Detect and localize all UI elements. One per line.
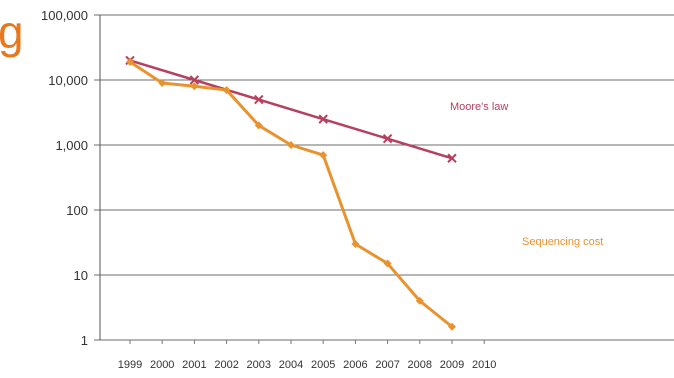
data-point-sequencing-cost	[448, 322, 456, 331]
data-point-moore-s-law	[447, 153, 457, 163]
series-line-moore-s-law	[129, 59, 453, 160]
y-tick-labels: 1 10 100 1,000 10,000 100,000	[41, 8, 88, 348]
x-tick-label: 2002	[214, 359, 238, 371]
x-tick-label: 2005	[311, 359, 335, 371]
series-label-sequencing-cost: Sequencing cost	[522, 236, 603, 248]
clipped-title: g	[0, 6, 24, 58]
data-point-sequencing-cost	[319, 151, 328, 160]
x-tick-label: 2003	[247, 359, 271, 371]
y-tick-label: 10	[74, 268, 88, 283]
x-tick-label: 2009	[440, 359, 464, 371]
x-tick-label: 2004	[279, 359, 303, 371]
data-point-sequencing-cost	[190, 82, 199, 91]
x-tick-label: 1999	[118, 359, 142, 371]
series-line-sequencing-cost	[129, 60, 453, 328]
data-point-sequencing-cost	[126, 57, 134, 66]
data-point-moore-s-law	[189, 75, 200, 85]
series-group	[125, 55, 457, 331]
data-point-sequencing-cost	[254, 121, 263, 130]
data-point-sequencing-cost	[383, 259, 392, 268]
data-point-sequencing-cost	[415, 296, 424, 305]
gridlines	[94, 14, 674, 341]
data-point-sequencing-cost	[287, 141, 295, 149]
x-tick-label: 2001	[182, 359, 206, 371]
y-tick-label: 100,000	[41, 8, 88, 23]
y-tick-label: 1	[81, 333, 88, 348]
x-tick-label: 2007	[375, 359, 399, 371]
data-point-sequencing-cost	[222, 86, 231, 95]
data-point-moore-s-law	[318, 114, 328, 124]
y-tick-label: 10,000	[48, 73, 88, 88]
data-point-moore-s-law	[254, 94, 264, 105]
x-tick-label: 2006	[343, 359, 367, 371]
x-tick-label: 2000	[150, 359, 174, 371]
y-tick-label: 100	[66, 203, 88, 218]
x-tick-label: 2008	[408, 359, 432, 371]
data-point-sequencing-cost	[351, 239, 360, 248]
data-point-sequencing-cost	[158, 78, 167, 87]
series-label-moores-law: Moore's law	[450, 101, 508, 113]
y-tick-label: 1,000	[55, 138, 88, 153]
data-point-moore-s-law	[382, 133, 393, 144]
x-tick-label: 2010	[472, 359, 496, 371]
x-tick-labels: 1999 2000 2001 2002 2003 2004 2005 2006 2007 2008…	[118, 340, 496, 371]
